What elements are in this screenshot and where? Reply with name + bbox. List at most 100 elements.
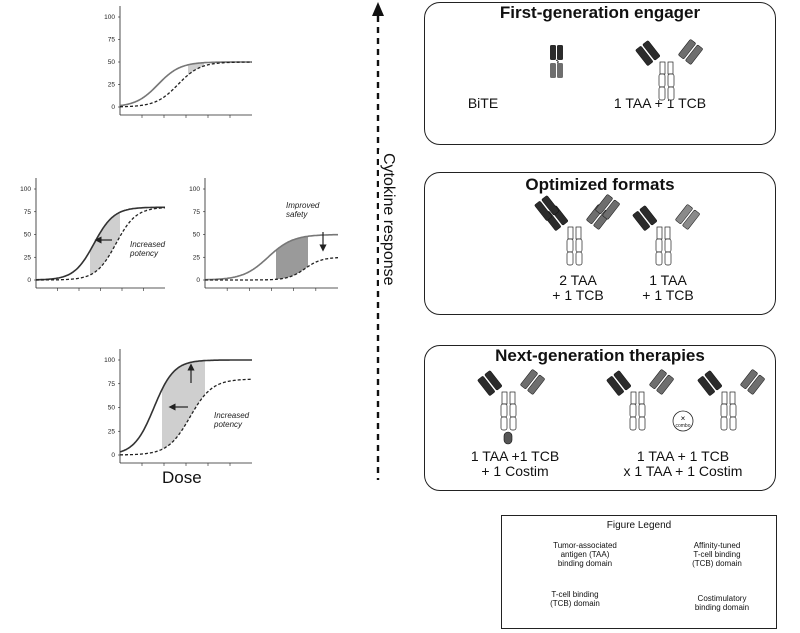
- light-domain: [656, 375, 674, 395]
- dashed-curve: [36, 207, 166, 281]
- heavy-domain: [606, 376, 624, 396]
- solid-curve: [119, 61, 252, 107]
- fc-right-upper: [729, 403, 737, 418]
- y-tick-label: 75: [193, 209, 201, 216]
- hinge-left: [501, 391, 508, 405]
- antibody-arm: [595, 194, 620, 220]
- hinge-left: [659, 61, 666, 75]
- light-domain: [747, 375, 765, 395]
- bite-taa-1: [550, 45, 556, 60]
- heavy-domain: [649, 369, 667, 389]
- heavy-domain: [635, 46, 653, 66]
- hinge-left: [567, 226, 574, 240]
- hinge-right: [667, 61, 674, 75]
- bite-linker: [555, 59, 559, 64]
- antibody-arm: [678, 39, 703, 65]
- light-domain: [527, 375, 545, 395]
- fc-right-upper: [575, 238, 583, 253]
- heavy-domain: [520, 369, 538, 389]
- annotation-increased-potency-mid: Increased potency: [129, 240, 166, 258]
- y-tick-label: 50: [24, 232, 32, 239]
- fc-right-lower: [667, 86, 675, 101]
- antibody-combo-a: [606, 369, 674, 431]
- y-tick-label: 75: [24, 209, 32, 216]
- legend-tcb-text: T-cell binding (TCB) domain: [550, 590, 600, 608]
- y-tick-label: 0: [111, 104, 115, 111]
- antibody-2taa-1tcb: [534, 194, 620, 266]
- format-label-combo: 1 TAA + 1 TCB x 1 TAA + 1 Costim: [623, 448, 743, 479]
- antibody-costim: [477, 369, 545, 445]
- heavy-domain: [697, 376, 715, 396]
- antibody-arm: [520, 369, 545, 395]
- light-domain: [704, 370, 722, 391]
- dashed-curve: [119, 61, 252, 108]
- plot-mid-right: 0 25 50 75 100: [189, 178, 338, 291]
- plot-mid-left: 0 25 50 75 100: [20, 178, 166, 291]
- antibody-arm: [740, 369, 765, 395]
- figure-legend: Figure Legend Tumor-associated antigen (…: [501, 515, 777, 629]
- heavy-domain: [675, 204, 693, 224]
- format-label-bite: BiTE: [467, 95, 499, 111]
- antibody-combo-b: [697, 369, 765, 431]
- costim-domain: [503, 431, 513, 445]
- fc-left-upper: [658, 73, 666, 88]
- annotation-increased-potency-bottom: Increased potency: [213, 411, 250, 429]
- fc-right-lower: [509, 416, 517, 431]
- y-tick-label: 25: [193, 254, 201, 261]
- y-tick-label: 50: [193, 232, 201, 239]
- fc-right-lower: [664, 251, 672, 266]
- light-domain: [682, 210, 700, 230]
- plot-top: 0 25 50 75 100: [104, 6, 252, 118]
- antibody-arm: [477, 370, 502, 396]
- fc-left-lower: [655, 251, 663, 266]
- heavy-domain: [534, 201, 552, 221]
- fc-right-upper: [667, 73, 675, 88]
- fc-right-upper: [664, 238, 672, 253]
- legend-costim-text: Costimulatory binding domain: [694, 594, 750, 612]
- y-tick-label: 0: [27, 277, 31, 284]
- y-tick-label: 100: [104, 14, 115, 21]
- fc-left-lower: [566, 251, 574, 266]
- cytokine-response-arrow: [372, 2, 384, 480]
- annotation-improved-safety: Improved safety: [286, 201, 320, 219]
- combo-label: combo: [675, 423, 690, 429]
- light-domain: [613, 370, 631, 391]
- shaded-difference: [276, 236, 308, 280]
- legend-tuned-text: Affinity-tuned T-cell binding (TCB) doma…: [692, 541, 742, 568]
- y-tick-label: 0: [196, 277, 200, 284]
- y-tick-label: 100: [20, 186, 31, 193]
- antibody-1taa-tuned-tcb: [632, 204, 700, 266]
- y-tick-label: 50: [108, 59, 116, 66]
- bite-molecule: [550, 45, 563, 78]
- bite-tcb-2: [557, 63, 563, 78]
- antibody-arm: [632, 205, 657, 231]
- legend-title: Figure Legend: [606, 520, 672, 531]
- solid-curve: [36, 206, 165, 281]
- hinge-right: [638, 391, 645, 405]
- fc-left-lower: [658, 86, 666, 101]
- panel-title-optimized: Optimized formats: [525, 175, 675, 194]
- light-domain: [639, 205, 657, 226]
- shaded-difference: [188, 62, 204, 75]
- fc-left-lower: [500, 416, 508, 431]
- plot-bottom: 0 25 50 75 100: [104, 349, 252, 466]
- x-axis-label: Dose: [162, 468, 202, 487]
- format-label-2taa-1tcb: 2 TAA + 1 TCB: [552, 272, 604, 303]
- antibody-arm: [606, 370, 631, 396]
- light-domain: [602, 200, 620, 220]
- y-tick-label: 25: [108, 82, 116, 89]
- fc-left-upper: [566, 238, 574, 253]
- antibody-arm: [675, 204, 700, 230]
- y-tick-label: 100: [104, 357, 115, 364]
- format-label-1taa-1tcb: 1 TAA + 1 TCB: [613, 95, 707, 111]
- fc-right-lower: [575, 251, 583, 266]
- fc-right-upper: [638, 403, 646, 418]
- y-tick-label: 100: [189, 186, 200, 193]
- y-tick-label: 75: [108, 381, 116, 388]
- heavy-domain: [678, 39, 696, 59]
- heavy-domain: [632, 211, 650, 231]
- fc-left-lower: [720, 416, 728, 431]
- fc-right-lower: [729, 416, 737, 431]
- hinge-right: [509, 391, 516, 405]
- panel-next-generation: Next-generation therapies 1 TAA +1 TCB +…: [424, 345, 776, 491]
